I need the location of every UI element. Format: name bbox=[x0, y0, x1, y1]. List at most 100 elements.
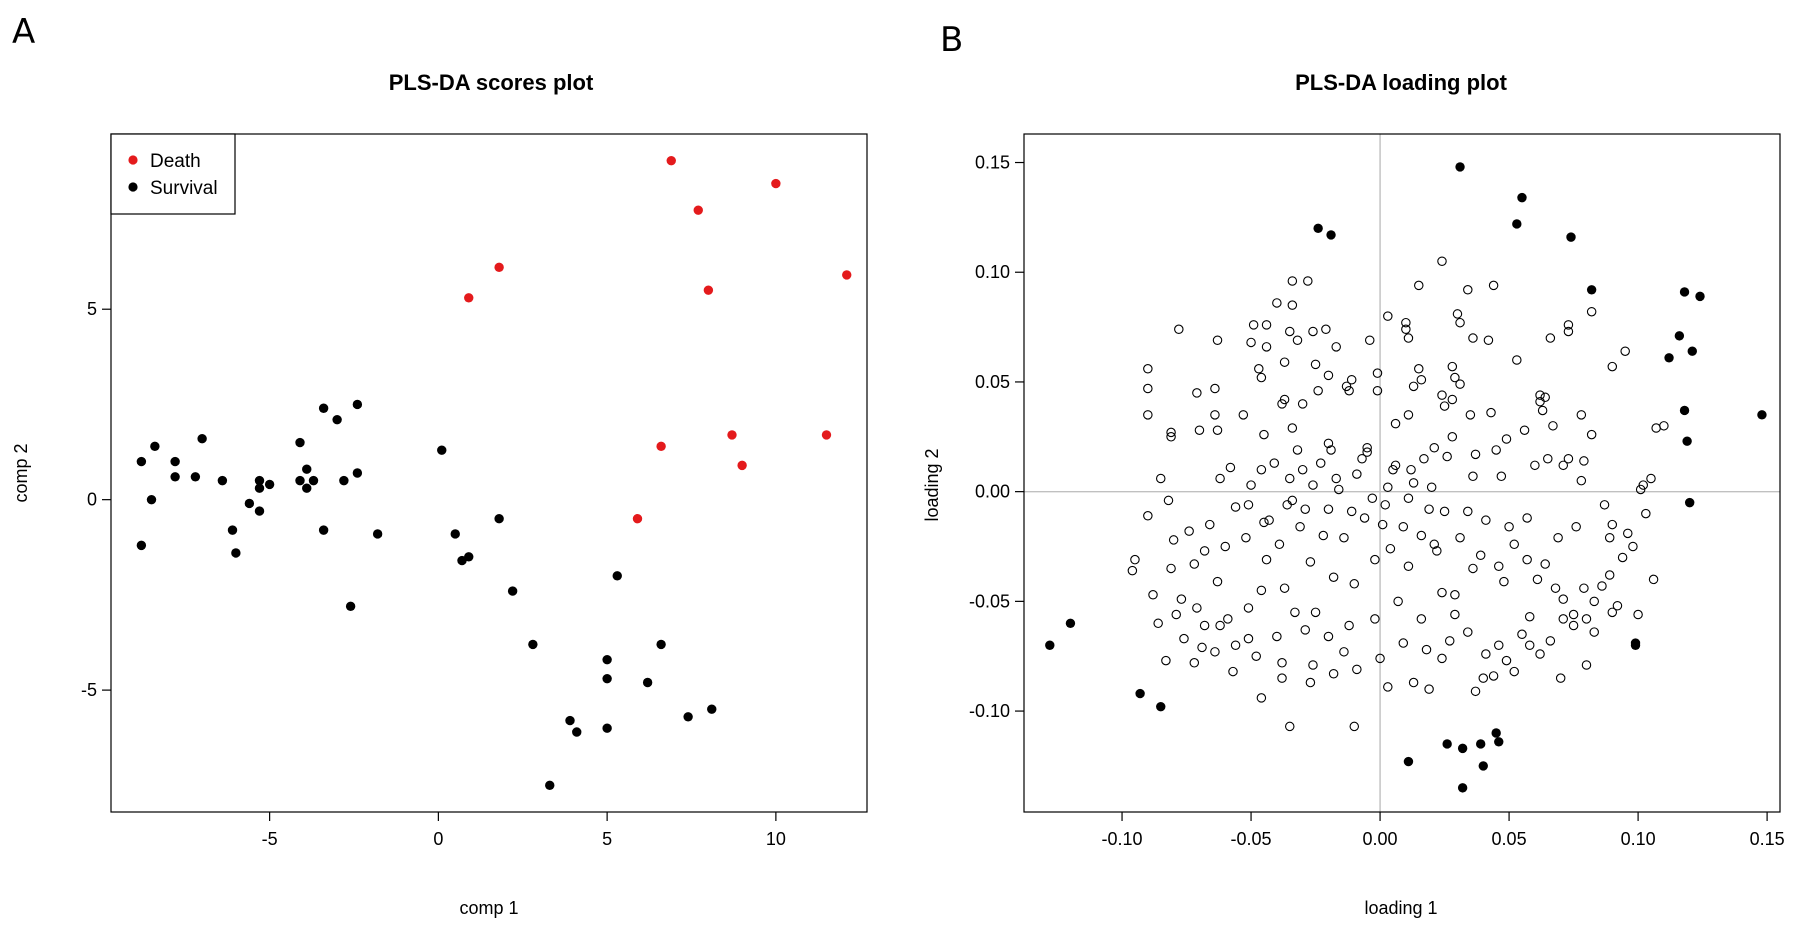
loading-point-variable bbox=[1635, 484, 1646, 495]
loading-xtick-label: 0.00 bbox=[1363, 829, 1398, 849]
loading-point-variable bbox=[1408, 478, 1419, 488]
loading-point-variable bbox=[1176, 594, 1187, 604]
loading-point-variable bbox=[1398, 638, 1409, 648]
loading-point-variable bbox=[1509, 666, 1519, 677]
loading-point-variable bbox=[1383, 311, 1393, 321]
loading-point-variable bbox=[1189, 559, 1200, 569]
loading-point-variable bbox=[1352, 469, 1362, 479]
loading-point-variable bbox=[1352, 664, 1362, 675]
loading-point-variable bbox=[1238, 410, 1249, 420]
loading-point-variable bbox=[1522, 513, 1532, 523]
loading-point-variable bbox=[1519, 425, 1530, 435]
loading-point-variable bbox=[1403, 410, 1414, 420]
scores-point-survival bbox=[345, 601, 356, 612]
scores-point-survival bbox=[264, 479, 275, 490]
loading-ytick-label: -0.05 bbox=[969, 591, 1010, 611]
scores-point-survival bbox=[302, 464, 312, 474]
loading-point-variable bbox=[1256, 372, 1267, 383]
loading-point-variable bbox=[1334, 484, 1344, 495]
loading-point-variable bbox=[1210, 383, 1220, 394]
loading-point-variable bbox=[1540, 392, 1550, 403]
loading-point-variable bbox=[1548, 421, 1558, 431]
loading-point-variable bbox=[1210, 410, 1220, 420]
loading-point-variable bbox=[1633, 609, 1643, 620]
scores-point-survival bbox=[572, 727, 582, 737]
loading-point-variable bbox=[1230, 640, 1241, 650]
loading-point-variable bbox=[1230, 502, 1241, 512]
loading-point-variable bbox=[1362, 447, 1372, 457]
loading-point-variable bbox=[1282, 500, 1292, 510]
scores-point-survival bbox=[602, 654, 612, 665]
scores-point-death bbox=[771, 178, 781, 189]
loading-point-variable bbox=[1426, 482, 1437, 493]
loading-point-variable bbox=[1641, 508, 1651, 519]
loading-point-variable bbox=[1416, 374, 1427, 385]
loading-point-variable bbox=[1576, 410, 1587, 420]
scores-point-death bbox=[494, 262, 504, 273]
scores-point-death bbox=[632, 514, 643, 524]
loading-point-variable bbox=[1481, 649, 1491, 659]
loading-point-variable bbox=[1228, 666, 1238, 677]
loading-point-variable bbox=[1504, 522, 1514, 532]
loading-point-variable bbox=[1390, 418, 1401, 429]
loading-point-variable bbox=[1604, 532, 1615, 543]
loading-point-variable bbox=[1292, 445, 1303, 455]
loading-point-variable bbox=[1437, 390, 1447, 400]
scores-point-survival bbox=[707, 704, 717, 714]
scores-point-survival bbox=[372, 529, 383, 539]
loading-point-variable bbox=[1344, 620, 1354, 631]
loading-point-variable bbox=[1488, 280, 1499, 291]
loading-point-variable bbox=[1558, 614, 1569, 624]
loading-point-variable bbox=[1408, 677, 1419, 688]
loading-point-variable bbox=[1607, 607, 1618, 618]
loading-point-variable bbox=[1579, 583, 1589, 593]
loading-xtick-label: 0.15 bbox=[1750, 829, 1785, 849]
loading-point-variable bbox=[1535, 390, 1545, 400]
loading-point-variable bbox=[1414, 280, 1424, 291]
loading-point-variable bbox=[1401, 317, 1411, 328]
loading-point-variable bbox=[1166, 427, 1176, 438]
loading-point-variable bbox=[1483, 335, 1494, 346]
loading-point-variable bbox=[1558, 460, 1569, 471]
loading-point-variable bbox=[1416, 530, 1427, 541]
loading-point-variable bbox=[1199, 620, 1210, 631]
loading-point-variable bbox=[1246, 480, 1256, 490]
loading-point-variable bbox=[1259, 517, 1269, 528]
loading-point-variable bbox=[1279, 583, 1290, 593]
scores-point-survival bbox=[170, 472, 180, 482]
loading-point-highlighted bbox=[1478, 761, 1488, 771]
scores-point-survival bbox=[308, 475, 319, 486]
scores-ytick-label: 5 bbox=[87, 299, 97, 319]
loading-point-variable bbox=[1310, 359, 1321, 370]
loading-point-variable bbox=[1377, 519, 1388, 530]
loading-point-variable bbox=[1648, 574, 1659, 585]
loading-point-variable bbox=[1199, 546, 1210, 556]
scores-point-death bbox=[737, 460, 747, 471]
loading-point-variable bbox=[1530, 460, 1540, 471]
scores-point-survival bbox=[254, 506, 265, 516]
loading-point-variable bbox=[1442, 451, 1452, 462]
loading-point-variable bbox=[1375, 653, 1385, 664]
loading-ytick-label: 0.10 bbox=[975, 262, 1010, 282]
loading-point-variable bbox=[1563, 453, 1574, 464]
loading-point-variable bbox=[1323, 438, 1334, 449]
loading-plot-xlabel: loading 1 bbox=[1364, 898, 1437, 918]
loading-point-variable bbox=[1617, 552, 1628, 563]
loading-point-variable bbox=[1421, 644, 1432, 655]
loading-point-variable bbox=[1279, 357, 1290, 367]
scores-point-death bbox=[656, 441, 666, 452]
loading-point-variable bbox=[1439, 401, 1450, 411]
loading-point-variable bbox=[1163, 495, 1174, 506]
scores-point-death bbox=[821, 430, 832, 440]
loading-point-variable bbox=[1264, 515, 1274, 525]
loading-point-variable bbox=[1143, 511, 1153, 521]
loading-point-variable bbox=[1290, 607, 1300, 618]
loading-point-variable bbox=[1248, 320, 1259, 330]
loading-point-variable bbox=[1256, 693, 1267, 703]
scores-plot-ylabel: comp 2 bbox=[11, 443, 31, 502]
loading-point-variable bbox=[1127, 565, 1138, 576]
scores-point-survival bbox=[318, 525, 329, 535]
loading-point-variable bbox=[1197, 642, 1207, 653]
loading-point-variable bbox=[1261, 342, 1272, 352]
loading-point-variable bbox=[1558, 594, 1569, 604]
